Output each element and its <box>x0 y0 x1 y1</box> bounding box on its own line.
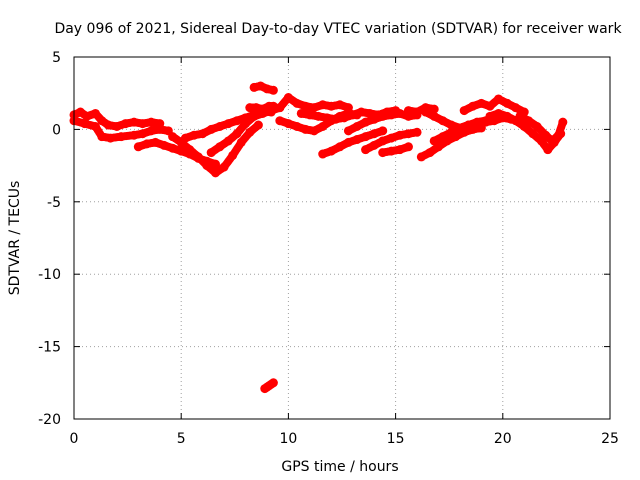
data-point <box>378 126 388 136</box>
x-tick-label: 0 <box>70 431 79 447</box>
data-point <box>412 127 422 137</box>
y-axis-label: SDTVAR / TECUs <box>7 181 23 296</box>
x-axis-label: GPS time / hours <box>281 459 398 475</box>
y-tick-label: -5 <box>47 195 61 211</box>
x-tick-label: 15 <box>387 431 405 447</box>
data-point <box>268 85 278 95</box>
x-tick-label: 5 <box>177 431 186 447</box>
chart-title: Day 096 of 2021, Sidereal Day-to-day VTE… <box>54 21 622 37</box>
grid-lines <box>74 57 610 419</box>
x-tick-label: 20 <box>494 431 512 447</box>
data-point <box>268 378 278 388</box>
data-point <box>253 120 263 130</box>
tick-labels: 0 5 10 15 20 25 -20 -15 -10 -5 0 5 <box>38 50 619 447</box>
y-tick-label: 0 <box>52 122 61 138</box>
y-tick-label: -15 <box>38 340 61 356</box>
x-tick-label: 25 <box>601 431 619 447</box>
data-points <box>69 81 568 394</box>
y-tick-label: -20 <box>38 412 61 428</box>
axis-ticks <box>73 56 611 420</box>
y-tick-label: -10 <box>38 267 61 283</box>
y-tick-label: 5 <box>52 50 61 66</box>
plot-frame <box>73 56 611 420</box>
data-point <box>558 117 568 127</box>
data-point <box>403 142 413 152</box>
x-tick-label: 10 <box>279 431 297 447</box>
